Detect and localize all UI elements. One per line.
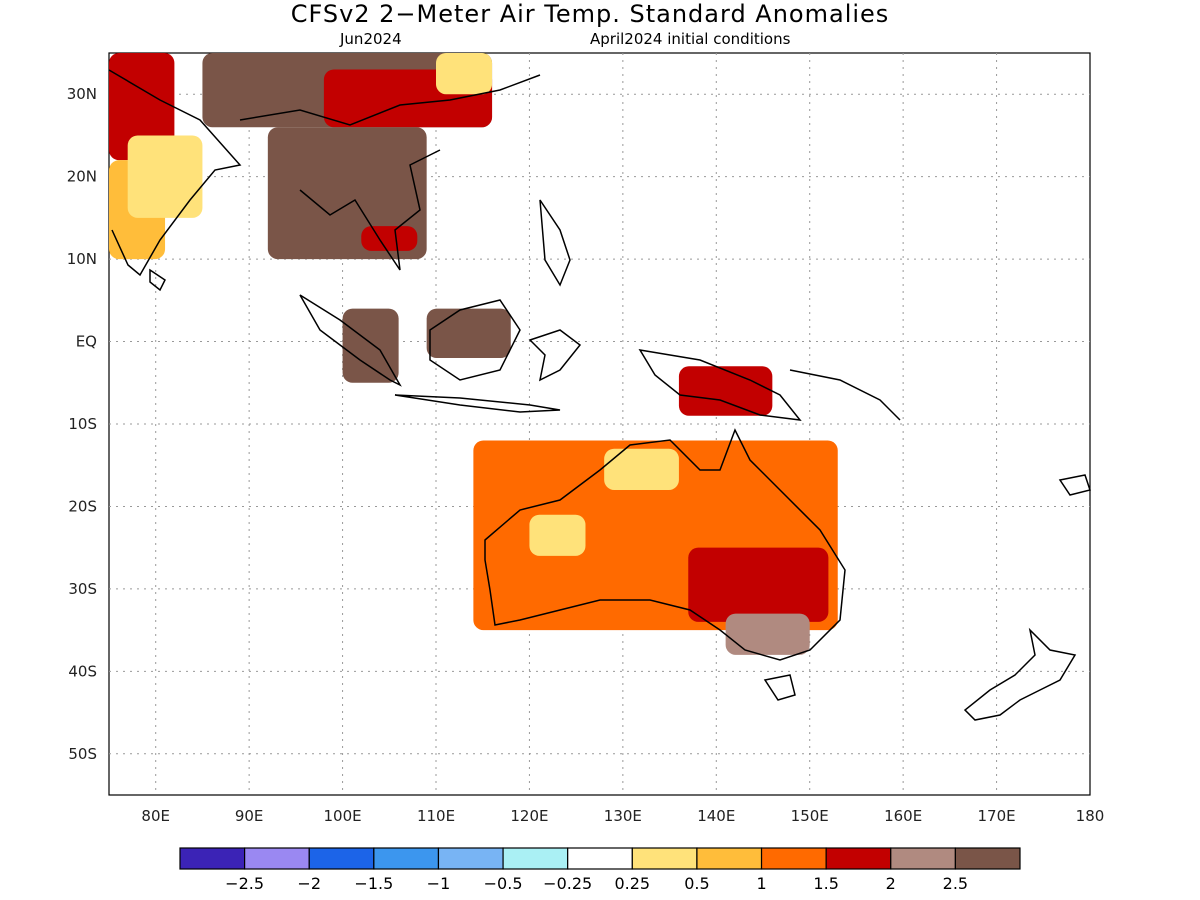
- colorbar-label: −2: [297, 874, 321, 893]
- colorbar-swatch: [373, 847, 440, 870]
- anomaly-region-vietnam-red: [361, 226, 418, 251]
- colorbar-label: 1: [756, 874, 766, 893]
- lat-tick-label: 10S: [68, 415, 97, 433]
- anomaly-region-china-yellow: [436, 53, 493, 95]
- lon-tick-label: 160E: [884, 807, 922, 825]
- colorbar-label: −1.5: [354, 874, 393, 893]
- anomaly-region-aus-brown-se: [725, 613, 810, 655]
- lon-tick-label: 120E: [510, 807, 548, 825]
- colorbar-swatch: [308, 847, 375, 870]
- longitude-tick-labels: 80E 90E 100E 110E 120E 130E 140E 150E 160E 170E 18…: [141, 807, 1104, 825]
- lon-tick-label: 140E: [697, 807, 735, 825]
- colorbar-swatch: [567, 847, 633, 870]
- lat-tick-label: 20N: [67, 168, 97, 186]
- colorbar-swatch: [502, 847, 569, 870]
- colorbar-label: 1.5: [813, 874, 838, 893]
- colorbar-label: 0.25: [614, 874, 650, 893]
- lon-tick-label: 90E: [235, 807, 264, 825]
- colorbar-swatch: [244, 847, 310, 870]
- latitude-tick-labels: 30N 20N 10N EQ 10S 20S 30S 40S 50S: [67, 85, 97, 763]
- colorbar-label: −0.5: [484, 874, 523, 893]
- lon-tick-label: 80E: [141, 807, 170, 825]
- anomaly-region-png: [678, 366, 773, 416]
- colorbar-label: 0.5: [684, 874, 709, 893]
- lat-tick-label: 10N: [67, 250, 97, 268]
- anomaly-region-borneo: [426, 308, 511, 359]
- colorbar: [179, 847, 1021, 870]
- lon-tick-label: 130E: [604, 807, 642, 825]
- anomaly-region-aus-yellow-north: [604, 448, 679, 490]
- lat-tick-label: 40S: [68, 662, 97, 680]
- lat-tick-label: 30S: [68, 580, 97, 598]
- colorbar-swatch: [437, 847, 504, 870]
- colorbar-swatch: [954, 847, 1021, 870]
- lat-tick-label: EQ: [76, 333, 97, 351]
- lat-tick-label: 20S: [68, 497, 97, 515]
- initial-conditions-label: April2024 initial conditions: [590, 30, 791, 48]
- coastlines: [108, 69, 1091, 721]
- colorbar-label: 2: [886, 874, 896, 893]
- colorbar-swatch: [179, 847, 246, 870]
- lat-tick-label: 50S: [68, 745, 97, 763]
- forecast-month: Jun2024: [340, 30, 402, 48]
- colorbar-label: 2.5: [943, 874, 968, 893]
- colorbar-swatch: [696, 847, 763, 870]
- lat-tick-label: 30N: [67, 85, 97, 103]
- colorbar-label: −2.5: [225, 874, 264, 893]
- lon-tick-label: 170E: [978, 807, 1016, 825]
- lon-tick-label: 100E: [324, 807, 362, 825]
- anomaly-region-india-mid: [127, 135, 203, 218]
- anomaly-region-aus-red-se: [688, 547, 829, 622]
- colorbar-labels: −2.5 −2 −1.5 −1 −0.5 −0.25 0.25 0.5 1 1.5 2 2.5: [225, 874, 968, 893]
- colorbar-swatch: [890, 847, 956, 870]
- colorbar-swatch: [631, 847, 698, 870]
- lon-tick-label: 180: [1076, 807, 1105, 825]
- map-title: CFSv2 2−Meter Air Temp. Standard Anomali…: [290, 0, 890, 28]
- colorbar-swatch: [760, 847, 827, 870]
- colorbar-label: −1: [427, 874, 451, 893]
- colorbar-swatch: [825, 847, 892, 870]
- colorbar-label: −0.25: [543, 874, 592, 893]
- anomaly-region-aus-yellow-west: [529, 514, 586, 556]
- anomaly-region-sumatra: [342, 308, 399, 383]
- lon-tick-label: 150E: [791, 807, 829, 825]
- lon-tick-label: 110E: [417, 807, 455, 825]
